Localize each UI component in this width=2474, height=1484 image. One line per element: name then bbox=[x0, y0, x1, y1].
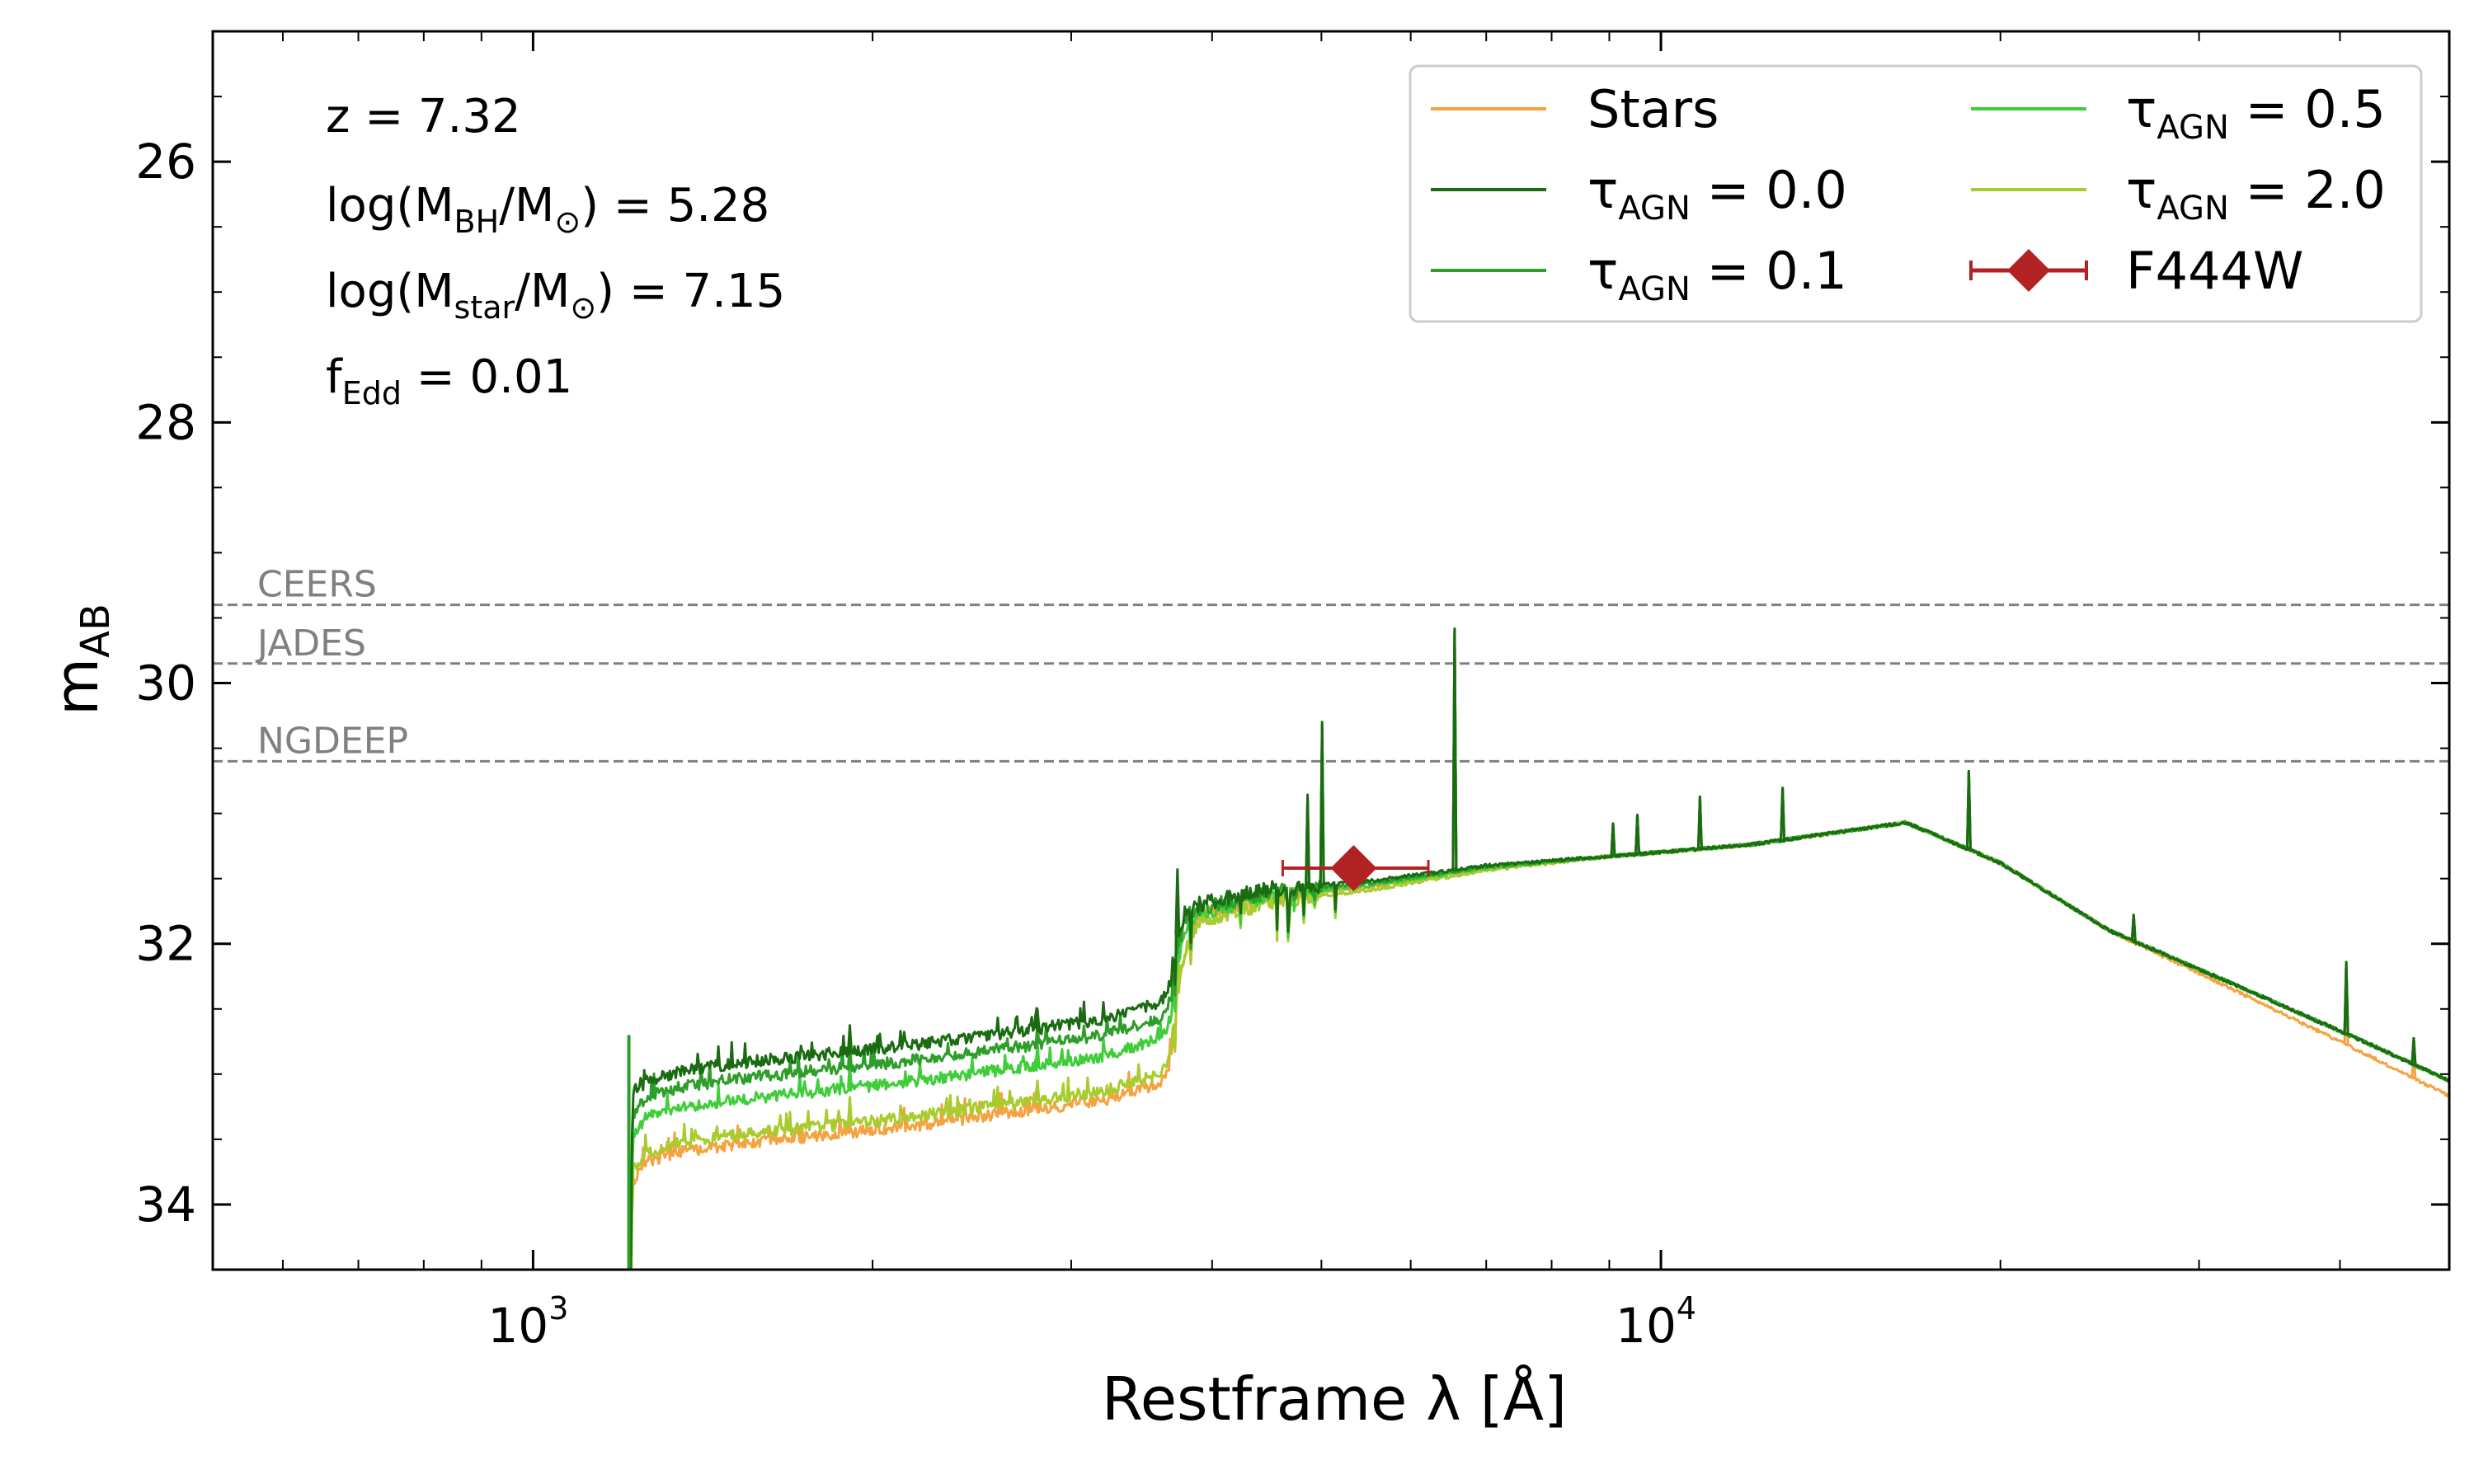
x-tick-label-1000: 103 bbox=[487, 1290, 568, 1354]
survey-label-ceers: CEERS bbox=[257, 564, 377, 606]
spectrum-line-1 bbox=[629, 627, 2449, 1270]
annotation-mstar: log(Mstar/M⊙) = 7.15 bbox=[326, 265, 785, 326]
legend-label-tau-0-1: τAGN = 0.1 bbox=[1587, 241, 1847, 308]
f444w-point-group bbox=[1281, 845, 1430, 892]
spectra-series bbox=[627, 627, 2449, 1270]
annotation-mbh: log(MBH/M⊙) = 5.28 bbox=[326, 179, 769, 240]
legend-label-tau-0-5: τAGN = 0.5 bbox=[2126, 79, 2386, 147]
y-tick-label-32: 32 bbox=[135, 916, 196, 972]
axis-tick-labels: 26 28 30 32 34 103 104 bbox=[135, 134, 1696, 1354]
legend-box bbox=[1409, 64, 2423, 323]
annotation-redshift: z = 7.32 bbox=[326, 90, 521, 143]
annotation-fedd: fEdd = 0.01 bbox=[326, 350, 572, 411]
legend-label-stars: Stars bbox=[1587, 79, 1719, 139]
legend-label-f444w: F444W bbox=[2126, 241, 2303, 301]
f444w-marker bbox=[1330, 845, 1377, 892]
y-tick-label-30: 30 bbox=[135, 655, 196, 711]
survey-limit-lines bbox=[213, 603, 2449, 763]
survey-label-jades: JADES bbox=[255, 622, 366, 665]
plot-frame bbox=[211, 30, 2451, 1271]
spectrum-line-2 bbox=[629, 628, 2449, 1270]
spectrum-line-3 bbox=[629, 630, 2449, 1270]
annotation-block: z = 7.32 log(MBH/M⊙) = 5.28 log(Mstar/M⊙… bbox=[326, 90, 785, 411]
x-axis-label: Restframe λ [Å] bbox=[1102, 1364, 1567, 1434]
legend-label-tau-0-0: τAGN = 0.0 bbox=[1587, 160, 1847, 228]
y-tick-label-34: 34 bbox=[135, 1176, 196, 1233]
survey-limit-labels: CEERS JADES NGDEEP bbox=[255, 564, 408, 763]
y-tick-label-28: 28 bbox=[135, 394, 196, 450]
legend-label-tau-2-0: τAGN = 2.0 bbox=[2126, 160, 2386, 228]
y-tick-label-26: 26 bbox=[135, 134, 196, 190]
axis-ticks bbox=[213, 31, 2449, 1270]
y-axis-label: mAB bbox=[42, 603, 119, 716]
survey-label-ngdeep: NGDEEP bbox=[257, 720, 408, 762]
x-tick-label-10000: 104 bbox=[1616, 1290, 1696, 1354]
legend-swatch-f444w-marker bbox=[2007, 249, 2050, 292]
legend: Stars τAGN = 0.0 τAGN = 0.1 τAGN = 0.5 τ… bbox=[1409, 64, 2423, 323]
